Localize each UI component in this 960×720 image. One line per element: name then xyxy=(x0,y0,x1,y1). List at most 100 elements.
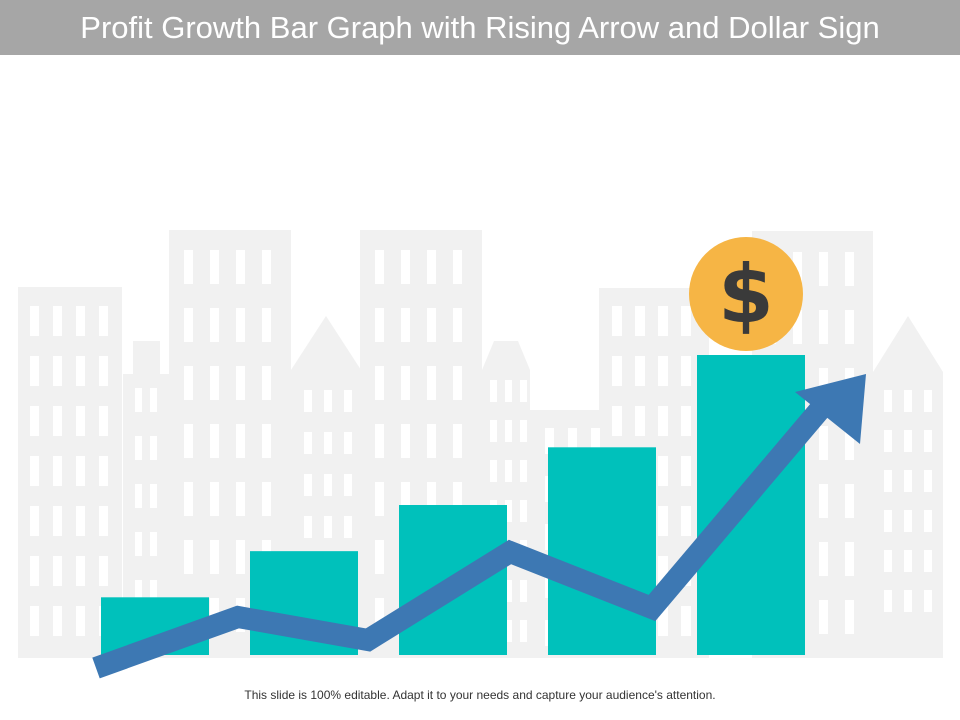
building-window xyxy=(568,428,577,454)
building-window xyxy=(427,366,436,400)
building-window xyxy=(505,380,512,402)
building-window xyxy=(375,598,384,632)
building-window xyxy=(150,532,157,556)
building-window xyxy=(427,482,436,516)
building-window xyxy=(150,436,157,460)
building-window xyxy=(324,432,332,454)
building-window xyxy=(184,482,193,516)
building-window xyxy=(427,308,436,342)
building-window xyxy=(53,406,62,436)
building-window xyxy=(658,306,668,336)
building-window xyxy=(793,252,802,286)
building-window xyxy=(53,456,62,486)
building-window xyxy=(681,456,691,486)
building-window xyxy=(635,306,645,336)
building-window xyxy=(236,482,245,516)
building-window xyxy=(520,580,527,602)
building-window xyxy=(324,474,332,496)
building-window xyxy=(427,250,436,284)
building-window xyxy=(304,516,312,538)
building-window xyxy=(904,390,912,412)
building-window xyxy=(30,306,39,336)
building-window xyxy=(76,406,85,436)
building-window xyxy=(184,308,193,342)
building-window xyxy=(304,474,312,496)
building-window xyxy=(819,252,828,286)
building-window xyxy=(453,308,462,342)
building-window xyxy=(184,366,193,400)
building-window xyxy=(845,426,854,460)
building-window xyxy=(505,460,512,482)
building-window xyxy=(30,606,39,636)
building-window xyxy=(236,366,245,400)
building-window xyxy=(612,356,622,386)
coin-circle xyxy=(689,237,803,351)
building-window xyxy=(184,540,193,574)
slide-footer: This slide is 100% editable. Adapt it to… xyxy=(244,688,716,702)
building-window xyxy=(845,542,854,576)
building-window xyxy=(658,556,668,586)
building-window xyxy=(375,540,384,574)
building-window xyxy=(53,356,62,386)
building-window xyxy=(924,390,932,412)
building-window xyxy=(76,456,85,486)
building-window xyxy=(520,380,527,402)
building-window xyxy=(681,306,691,336)
building-window xyxy=(375,366,384,400)
building-window xyxy=(520,460,527,482)
building-window xyxy=(375,424,384,458)
building-window xyxy=(304,390,312,412)
building-window xyxy=(845,252,854,286)
building-window xyxy=(262,308,271,342)
dollar-sign: $ xyxy=(718,248,774,341)
building-window xyxy=(845,484,854,518)
building-window xyxy=(401,308,410,342)
building-window xyxy=(135,532,142,556)
rising-arrow-icon xyxy=(92,374,866,679)
building-window xyxy=(375,250,384,284)
building-window xyxy=(681,606,691,636)
building-window xyxy=(135,436,142,460)
building-window xyxy=(236,540,245,574)
building-window xyxy=(819,484,828,518)
building-window xyxy=(505,620,512,642)
building-window xyxy=(150,484,157,508)
building-window xyxy=(401,424,410,458)
building-window xyxy=(99,456,108,486)
building-window xyxy=(150,388,157,412)
building-window xyxy=(819,310,828,344)
building-window xyxy=(236,308,245,342)
building-window xyxy=(99,556,108,586)
building-window xyxy=(924,590,932,612)
building-window xyxy=(304,432,312,454)
building-window xyxy=(210,366,219,400)
building-window xyxy=(401,482,410,516)
building-window xyxy=(658,606,668,636)
building-window xyxy=(344,516,352,538)
building-window xyxy=(904,430,912,452)
building-window xyxy=(401,366,410,400)
building-window xyxy=(520,620,527,642)
building-window xyxy=(520,420,527,442)
building-window xyxy=(30,506,39,536)
building-window xyxy=(884,470,892,492)
slide-title: Profit Growth Bar Graph with Rising Arro… xyxy=(0,0,960,55)
building-window xyxy=(30,406,39,436)
building-window xyxy=(845,600,854,634)
building-window xyxy=(681,506,691,536)
building-window xyxy=(924,470,932,492)
building-window xyxy=(924,510,932,532)
dollar-coin-icon: $ xyxy=(689,237,803,351)
building-window xyxy=(819,542,828,576)
building-window xyxy=(490,460,497,482)
building-window xyxy=(904,470,912,492)
building-window xyxy=(135,484,142,508)
building-window xyxy=(99,306,108,336)
building-window xyxy=(884,430,892,452)
building-window xyxy=(427,424,436,458)
building-window xyxy=(884,550,892,572)
building-window xyxy=(210,250,219,284)
building-window xyxy=(658,506,668,536)
building-window xyxy=(819,426,828,460)
building-window xyxy=(904,590,912,612)
